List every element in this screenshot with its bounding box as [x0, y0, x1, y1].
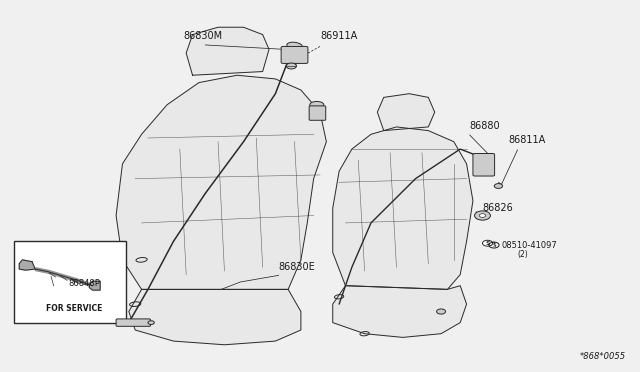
Text: *868*0055: *868*0055 — [580, 352, 626, 361]
Text: S: S — [485, 241, 490, 246]
Text: 86811A: 86811A — [508, 135, 545, 145]
Ellipse shape — [310, 102, 324, 108]
FancyBboxPatch shape — [473, 154, 495, 176]
Text: S: S — [492, 243, 496, 248]
Ellipse shape — [483, 240, 493, 246]
Polygon shape — [378, 94, 435, 131]
Text: 86830E: 86830E — [278, 262, 316, 272]
Text: 86826: 86826 — [483, 203, 513, 212]
Text: 08510-41097: 08510-41097 — [502, 241, 557, 250]
Ellipse shape — [494, 184, 502, 188]
Ellipse shape — [474, 211, 490, 220]
Polygon shape — [90, 281, 100, 290]
FancyBboxPatch shape — [309, 106, 326, 120]
Text: (2): (2) — [518, 250, 528, 259]
Bar — [14, 241, 125, 323]
Text: FOR SERVICE: FOR SERVICE — [46, 304, 102, 313]
Text: 86911A: 86911A — [320, 31, 357, 41]
Ellipse shape — [436, 309, 445, 314]
Polygon shape — [116, 75, 326, 289]
Ellipse shape — [479, 214, 486, 217]
FancyBboxPatch shape — [116, 319, 150, 326]
Ellipse shape — [287, 42, 302, 49]
Text: 86848P: 86848P — [68, 279, 100, 288]
Polygon shape — [129, 289, 301, 345]
Ellipse shape — [148, 321, 154, 324]
FancyBboxPatch shape — [281, 46, 308, 63]
Polygon shape — [186, 27, 269, 75]
Ellipse shape — [286, 63, 296, 69]
Polygon shape — [19, 260, 35, 270]
Text: 86880: 86880 — [470, 121, 500, 131]
Polygon shape — [333, 127, 473, 289]
Polygon shape — [333, 286, 467, 337]
Text: 86830M: 86830M — [183, 31, 222, 41]
